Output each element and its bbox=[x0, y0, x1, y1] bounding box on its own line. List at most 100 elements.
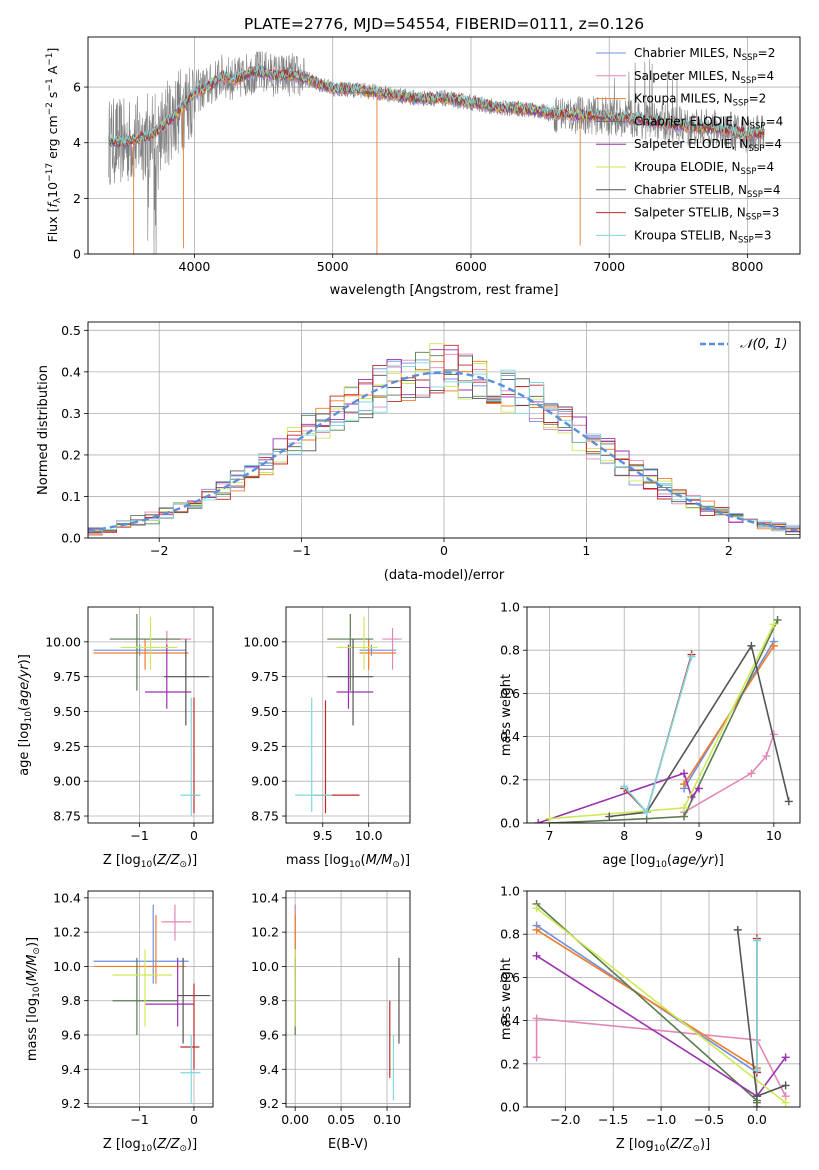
y-tick-label: 10.2 bbox=[53, 925, 81, 940]
legend-label-kroupa-stelib: Kroupa STELIB, NSSP=3 bbox=[634, 228, 772, 245]
kroupa-miles-weight-marker bbox=[532, 925, 541, 934]
age-mass-frame bbox=[285, 606, 411, 824]
salpeter-miles-weight-marker bbox=[532, 1014, 541, 1023]
kroupa-stelib-weight-marker bbox=[620, 782, 629, 791]
legend-label-chabrier-elodie: Chabrier ELODIE, NSSP=4 bbox=[634, 114, 783, 131]
y-tick-label: 10.2 bbox=[251, 925, 279, 940]
figure-title: PLATE=2776, MJD=54554, FIBERID=0111, z=0… bbox=[244, 15, 644, 33]
chabrier-stelib-weight-line bbox=[609, 643, 790, 818]
y-tick-label: 9.8 bbox=[61, 993, 81, 1008]
x-tick-label: 8000 bbox=[732, 259, 764, 274]
y-tick-label: 0.5 bbox=[61, 323, 81, 338]
y-tick-label: 1.0 bbox=[500, 884, 520, 899]
y-tick-label: 9.6 bbox=[61, 1028, 81, 1043]
normal-distribution-curve bbox=[88, 371, 800, 532]
weight-metallicity-frame bbox=[526, 890, 801, 1108]
age-metallicity-xlabel: Z [log10(Z/Z⊙)] bbox=[103, 853, 197, 870]
x-tick-label: −1 bbox=[130, 828, 148, 843]
mass-metallicity-ylabel: mass [log10(M/M⊙)] bbox=[25, 937, 42, 1061]
y-tick-label: 9.2 bbox=[259, 1096, 279, 1111]
kroupa-elodie-weight-marker bbox=[680, 803, 689, 812]
x-tick-label: 9 bbox=[695, 828, 703, 843]
kroupa-stelib-histogram bbox=[88, 362, 800, 538]
kroupa-elodie-weight-marker bbox=[769, 620, 778, 629]
salpeter-elodie-weight-marker bbox=[781, 1053, 790, 1062]
mass-ebv-frame bbox=[285, 890, 411, 1108]
salpeter-stelib-histogram bbox=[88, 344, 800, 538]
y-tick-label: 10.0 bbox=[53, 959, 81, 974]
chabrier-elodie-weight-line bbox=[549, 619, 779, 823]
chabrier-stelib-weight-marker bbox=[784, 797, 793, 806]
spectrum-xlabel: wavelength [Angstrom, rest frame] bbox=[330, 283, 559, 298]
y-tick-label: 10.0 bbox=[251, 959, 279, 974]
age-mass-xlabel: mass [log10(M/M⊙)] bbox=[286, 853, 410, 870]
y-tick-label: 0.4 bbox=[500, 1013, 520, 1028]
y-tick-label: 9.75 bbox=[251, 669, 279, 684]
y-tick-label: 9.50 bbox=[251, 704, 279, 719]
x-tick-label: 4000 bbox=[179, 259, 211, 274]
kroupa-elodie-weight-marker bbox=[545, 814, 554, 823]
y-tick-label: 2 bbox=[73, 191, 81, 206]
y-tick-label: 0.2 bbox=[500, 772, 520, 787]
chabrier-elodie-weight-marker bbox=[773, 615, 782, 624]
y-tick-label: 0.4 bbox=[500, 729, 520, 744]
y-tick-label: 9.25 bbox=[53, 739, 81, 754]
x-tick-label: −2.0 bbox=[550, 1112, 580, 1127]
y-tick-label: 9.4 bbox=[259, 1062, 279, 1077]
chabrier-stelib-weight-marker bbox=[747, 641, 756, 650]
y-tick-label: 10.00 bbox=[243, 634, 279, 649]
x-tick-label: 0.00 bbox=[281, 1112, 309, 1127]
legend-label-kroupa-miles: Kroupa MILES, NSSP=2 bbox=[634, 92, 766, 109]
kroupa-stelib-weight-marker bbox=[752, 1066, 761, 1075]
chabrier-elodie-weight-marker bbox=[680, 812, 689, 821]
kroupa-stelib-model-line bbox=[108, 64, 765, 146]
kroupa-stelib-weight-marker bbox=[752, 936, 761, 945]
x-tick-label: 0.10 bbox=[373, 1112, 401, 1127]
y-tick-label: 0.8 bbox=[500, 643, 520, 658]
x-tick-label: 0.05 bbox=[327, 1112, 355, 1127]
kroupa-elodie-weight-marker bbox=[532, 904, 541, 913]
x-tick-label: −2 bbox=[150, 543, 168, 558]
salpeter-miles-weight-marker bbox=[747, 769, 756, 778]
x-tick-label: 0.0 bbox=[747, 1112, 767, 1127]
x-tick-label: 2 bbox=[725, 543, 733, 558]
y-tick-label: 0.0 bbox=[500, 816, 520, 831]
y-tick-label: 9.50 bbox=[53, 704, 81, 719]
legend-label-chabrier-stelib: Chabrier STELIB, NSSP=4 bbox=[634, 183, 781, 200]
x-tick-label: 1 bbox=[582, 543, 590, 558]
residual-legend: 𝒩(0, 1) bbox=[700, 337, 787, 352]
kroupa-miles-weight-line bbox=[536, 929, 758, 1069]
salpeter-miles-weight-line bbox=[535, 1017, 787, 1097]
age-vs-metallicity-panel: −1 0 8.75 9.00 9.25 9.50 9.75 10.00 Z [log10(Z/… bbox=[17, 606, 214, 870]
weight-age-xlabel: age [log10(age/yr)] bbox=[602, 853, 724, 870]
normal-legend-label: 𝒩(0, 1) bbox=[740, 337, 787, 352]
residual-histogram-panel: −2 −1 0 1 2 0.0 0.1 0.2 0.3 0.4 0.5 (data-model)/e… bbox=[36, 321, 801, 583]
x-tick-label: −1.5 bbox=[598, 1112, 628, 1127]
y-tick-label: 9.25 bbox=[251, 739, 279, 754]
salpeter-elodie-weight-marker bbox=[680, 769, 689, 778]
y-tick-label: 0.8 bbox=[500, 927, 520, 942]
age-metallicity-ylabel: age [log10(age/yr)] bbox=[17, 654, 34, 776]
y-tick-label: 10.4 bbox=[251, 890, 279, 905]
x-tick-label: 7000 bbox=[593, 259, 625, 274]
x-tick-label: −1 bbox=[130, 1112, 148, 1127]
legend-label-salpeter-miles: Salpeter MILES, NSSP=4 bbox=[634, 69, 774, 86]
chabrier-stelib-weight-marker bbox=[605, 812, 614, 821]
spectrum-frame bbox=[87, 36, 801, 255]
y-tick-label: 0.6 bbox=[500, 686, 520, 701]
y-tick-label: 0.2 bbox=[500, 1056, 520, 1071]
y-tick-label: 0.6 bbox=[500, 970, 520, 985]
mass-ebv-xlabel: E(B-V) bbox=[328, 1137, 368, 1152]
weight-metallicity-ylabel: mass weight bbox=[499, 958, 514, 1040]
salpeter-miles-weight-marker bbox=[762, 752, 771, 761]
salpeter-elodie-weight-marker bbox=[532, 951, 541, 960]
kroupa-miles-weight-marker bbox=[769, 641, 778, 650]
residual-ylabel: Normed distribution bbox=[36, 365, 51, 495]
x-tick-label: 0 bbox=[190, 828, 198, 843]
y-tick-label: 9.00 bbox=[53, 774, 81, 789]
y-tick-label: 8.75 bbox=[53, 809, 81, 824]
spectrum-ylabel: Flux [fλ10−17 erg cm−2 s−1 A−1] bbox=[45, 48, 63, 243]
y-tick-label: 10.00 bbox=[45, 634, 81, 649]
x-tick-label: 0 bbox=[190, 1112, 198, 1127]
chabrier-stelib-weight-marker bbox=[781, 1081, 790, 1090]
